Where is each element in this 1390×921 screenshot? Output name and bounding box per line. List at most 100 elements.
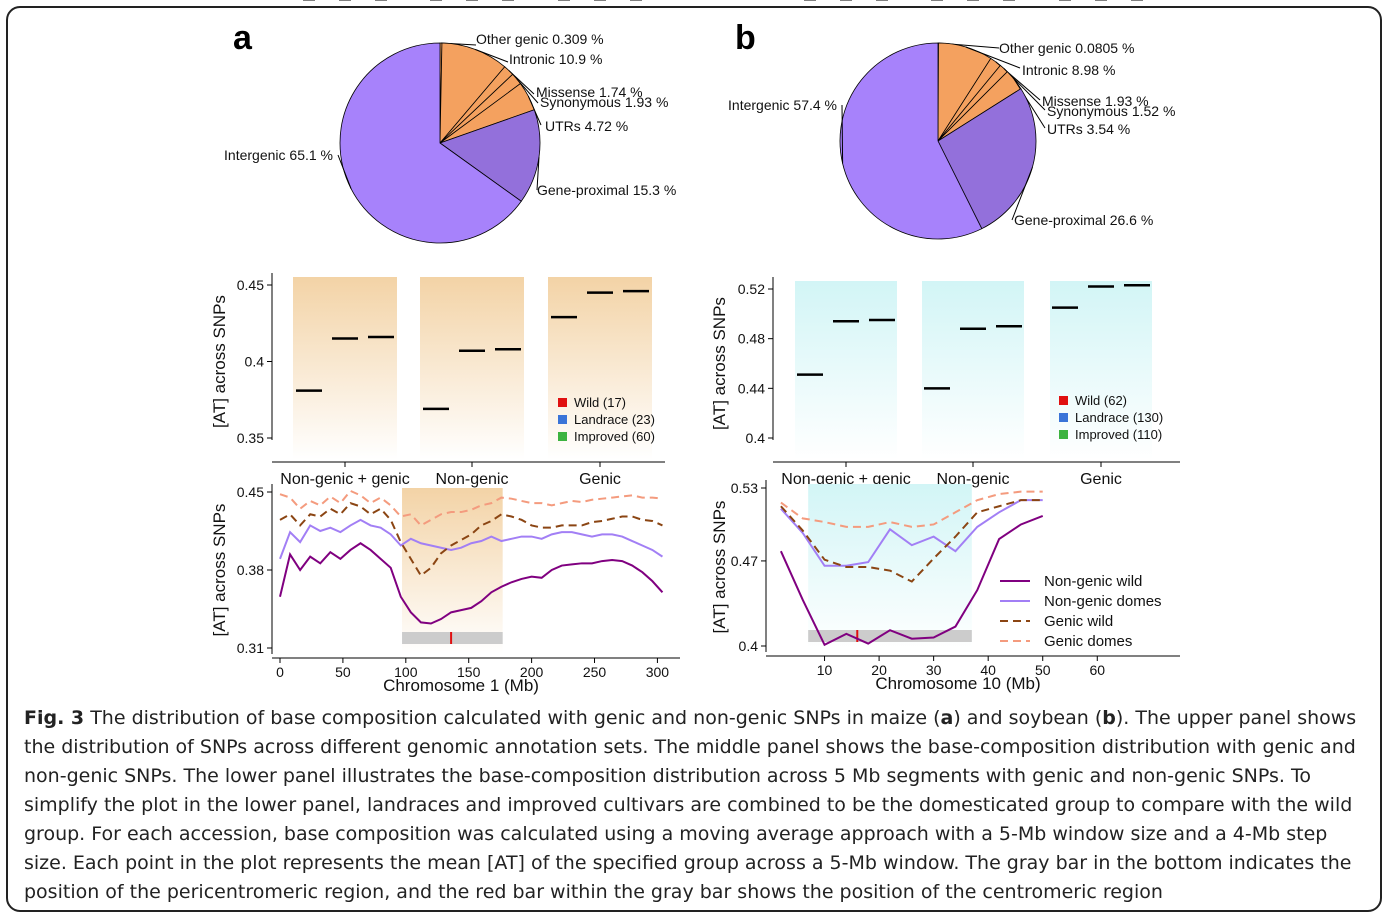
pie-leader-line: [1011, 167, 1033, 221]
group-label: Genic: [1080, 471, 1122, 488]
pie-label: Intronic 8.98 %: [1022, 62, 1115, 78]
pie-leader-line: [841, 104, 844, 164]
legend-label: Landrace (23): [574, 412, 655, 427]
group-shade: [420, 277, 524, 460]
legend-swatch: [558, 432, 567, 441]
y-tick-label: 0.35: [237, 430, 264, 446]
pericentromere-shade: [808, 484, 972, 652]
pie-chart-soybean: Other genic 0.0805 % Intronic 8.98 % Misse…: [728, 40, 1175, 240]
pie-label: Synonymous 1.52 %: [1047, 103, 1175, 119]
x-axis-label: Chromosome 1 (Mb): [383, 676, 539, 695]
pie-label: UTRs 3.54 %: [1047, 121, 1130, 137]
pie-label: Missense 1.74 %: [536, 84, 643, 100]
boxplot-soybean: 0.52 0.48 0.44 0.4 [AT] across SNPs Non-genic…: [710, 0, 1180, 488]
y-tick-label: 0.45: [237, 484, 264, 500]
y-tick-label: 0.4: [746, 430, 766, 446]
y-tick-label: 0.38: [237, 562, 264, 578]
legend-swatch: [1059, 413, 1068, 422]
x-tick-label: 40: [980, 662, 996, 678]
y-tick-label: 0.45: [237, 277, 264, 293]
pie-label: Other genic 0.0805 %: [999, 40, 1134, 56]
x-tick-label: 50: [335, 664, 351, 680]
panel-letter-b: b: [735, 19, 756, 57]
y-axis-label: [AT] across SNPs: [210, 295, 229, 428]
group-shade: [548, 277, 652, 460]
caption-text-1: The distribution of base composition cal…: [84, 707, 941, 729]
x-tick-label: 10: [817, 662, 833, 678]
panel-letter-a: a: [233, 19, 253, 57]
pericentromere-bar: [808, 630, 972, 642]
line-chart-maize: 0.45 0.38 0.31 0 50 100 150 200 250 300 Chromosome…: [210, 484, 680, 695]
line-chart-soybean: 0.53 0.47 0.4 10 20 30 40 50 60 Chromosome 10 (Mb…: [710, 480, 1180, 693]
y-tick-label: 0.47: [731, 553, 758, 569]
caption-ref-b: b: [1102, 707, 1116, 729]
group-shade: [293, 277, 397, 460]
legend-label: Genic wild: [1044, 613, 1113, 630]
boxplot-maize: 0.45 0.4 0.35 [AT] across SNPs Non-genic + g…: [210, 0, 665, 488]
x-tick-label: 50: [1035, 662, 1051, 678]
pie-label: Intronic 10.9 %: [509, 51, 602, 67]
legend-swatch: [558, 415, 567, 424]
group-label: Non-genic + genic: [781, 471, 910, 488]
legend-label: Non-genic wild: [1044, 573, 1142, 590]
figure-3: a b Other genic 0.309 % Intronic 10.9 % Mi…: [210, 0, 1180, 695]
figure-caption: Fig. 3 The distribution of base composit…: [24, 704, 1364, 907]
series-line: [780, 499, 1043, 567]
y-tick-label: 0.52: [738, 281, 765, 297]
x-tick-label: 20: [871, 662, 887, 678]
pie-label: Synonymous 1.93 %: [540, 94, 668, 110]
pie-label: Intergenic 65.1 %: [224, 147, 333, 163]
legend-label: Improved (110): [1075, 427, 1162, 442]
pie-slice: [937, 88, 1037, 230]
x-tick-label: 60: [1089, 662, 1105, 678]
series-line: [279, 501, 663, 578]
x-tick-label: 300: [646, 664, 670, 680]
pie-label: UTRs 4.72 %: [545, 118, 628, 134]
pie-label: Missense 1.93 %: [1042, 93, 1149, 109]
x-tick-label: 200: [520, 664, 544, 680]
pie-leader-line: [1014, 79, 1046, 129]
group-label: Non-genic + genic: [280, 471, 409, 488]
y-axis-label: [AT] across SNPs: [710, 501, 729, 634]
group-shade: [922, 281, 1024, 460]
pie-leader-line: [536, 157, 540, 191]
pie-leader-line: [516, 78, 539, 104]
y-tick-label: 0.4: [739, 638, 759, 654]
pie-slice: [339, 42, 522, 244]
legend-swatch: [558, 398, 567, 407]
series-line: [279, 542, 664, 625]
x-tick-label: 150: [457, 664, 481, 680]
group-label: Genic: [579, 471, 621, 488]
caption-label: Fig. 3: [24, 707, 85, 729]
x-tick-label: 30: [926, 662, 942, 678]
y-tick-label: 0.48: [738, 331, 765, 347]
y-tick-label: 0.4: [245, 354, 265, 370]
group-label: Non-genic: [937, 471, 1010, 488]
pie-leader-line: [965, 46, 1021, 69]
legend-label: Non-genic domes: [1044, 593, 1162, 610]
caption-ref-a: a: [940, 707, 954, 729]
pie-leader-line: [337, 154, 352, 189]
y-tick-label: 0.44: [738, 380, 765, 396]
y-axis-label: [AT] across SNPs: [710, 297, 729, 430]
series-line: [279, 489, 663, 527]
legend-label: Landrace (130): [1075, 410, 1163, 425]
x-tick-label: 100: [394, 664, 418, 680]
pericentromere-bar: [402, 632, 503, 644]
legend-label: Genic domes: [1044, 633, 1132, 650]
legend-swatch: [1059, 396, 1068, 405]
pie-label: Gene-proximal 26.6 %: [1014, 212, 1153, 228]
legend-swatch: [1059, 430, 1068, 439]
y-tick-label: 0.53: [731, 480, 758, 496]
pie-label: Other genic 0.309 %: [476, 31, 604, 47]
legend-label: Improved (60): [574, 429, 655, 444]
series-line: [780, 499, 1043, 583]
pie-label: Gene-proximal 15.3 %: [537, 182, 676, 198]
group-shade: [795, 281, 897, 460]
series-line: [780, 490, 1043, 528]
pie-slice: [439, 109, 541, 202]
figure-frame: [6, 6, 1382, 912]
x-tick-label: 250: [583, 664, 607, 680]
group-label: Non-genic: [436, 471, 509, 488]
series-line: [279, 518, 664, 560]
